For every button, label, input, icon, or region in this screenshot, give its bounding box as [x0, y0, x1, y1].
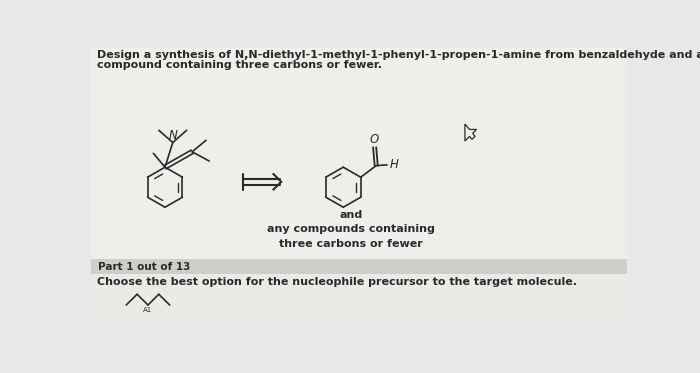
Text: compound containing three carbons or fewer.: compound containing three carbons or few…: [97, 60, 382, 70]
FancyBboxPatch shape: [90, 274, 627, 332]
FancyBboxPatch shape: [90, 48, 627, 259]
Text: A1: A1: [144, 307, 153, 313]
Text: O: O: [370, 133, 379, 145]
Text: H: H: [389, 159, 398, 171]
Text: Part 1 out of 13: Part 1 out of 13: [98, 261, 190, 272]
Text: and: and: [340, 210, 363, 220]
Text: any compounds containing
three carbons or fewer: any compounds containing three carbons o…: [267, 224, 435, 249]
Text: Design a synthesis of N,N-diethyl-1-methyl-1-phenyl-1-propen-1-amine from benzal: Design a synthesis of N,N-diethyl-1-meth…: [97, 50, 700, 60]
Polygon shape: [465, 124, 477, 141]
Text: Choose the best option for the nucleophile precursor to the target molecule.: Choose the best option for the nucleophi…: [97, 277, 577, 287]
Text: N: N: [169, 129, 177, 142]
FancyBboxPatch shape: [90, 259, 627, 274]
